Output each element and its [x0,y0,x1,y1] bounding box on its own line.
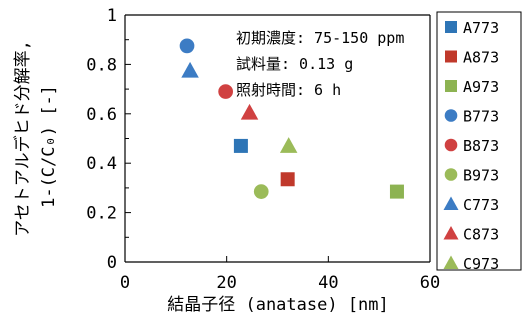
y-tick-label: 0.2 [86,204,117,224]
legend-label-a873: A873 [463,49,499,67]
data-point-a973 [389,184,404,199]
legend-label-c973: C973 [463,255,499,273]
data-point-a873 [280,172,295,187]
y-tick-label: 0.4 [86,154,117,174]
data-point-b973 [253,184,269,199]
data-point-a773 [233,138,248,153]
legend-marker-a773 [445,21,457,33]
legend-label-c873: C873 [463,226,499,244]
legend-marker-c873 [443,226,459,240]
data-point-c973 [279,137,298,153]
legend-label-b773: B773 [463,108,499,126]
x-tick-label: 0 [120,273,130,293]
legend-marker-c973 [443,255,459,269]
legend: A773 A873 A973 B773 B873 B973 C773 C873 C973 [436,11,522,273]
data-point-c773 [181,61,199,78]
y-tick-label: 0 [107,253,117,273]
legend-label-b973: B973 [463,167,499,185]
data-point-b773 [179,38,195,54]
data-point-b873 [218,84,233,99]
legend-label-c773: C773 [463,196,499,214]
y-tick-label: 0.6 [86,105,117,125]
plot-frame [124,14,431,263]
data-point-c873 [240,103,259,120]
annotation-line: 試料量: 0.13 g [236,55,353,73]
legend-marker-b873 [444,138,458,152]
x-tick-label: 20 [216,273,236,293]
x-axis-label: 結晶子径 (anatase) [nm] [167,295,389,315]
legend-marker-b973 [444,168,458,181]
x-tick-label: 40 [318,273,338,293]
x-tick-label: 60 [420,273,440,293]
annotation-line: 照射時間: 6 h [236,81,341,99]
legend-label-b873: B873 [463,137,499,155]
legend-marker-b773 [444,109,458,122]
legend-marker-a973 [445,80,457,92]
annotation-box: 初期濃度: 75-150 ppm 試料量: 0.13 g 照射時間: 6 h [236,29,404,99]
annotation-line: 初期濃度: 75-150 ppm [236,29,404,47]
axis-ticks: 0 20 40 60 0 0.2 0.4 0.6 0.8 1 [86,6,440,293]
y-axis-label-line2: 1-(C/C₀) [-] [39,85,59,208]
data-points [179,38,404,199]
legend-label-a773: A773 [463,19,499,37]
y-tick-label: 1 [107,6,117,26]
legend-marker-c773 [443,196,459,210]
legend-label-a973: A973 [463,78,499,96]
y-tick-label: 0.8 [86,55,117,75]
legend-marker-a873 [445,50,457,63]
y-axis-label-line1: アセトアルデヒド分解率, [12,40,33,237]
